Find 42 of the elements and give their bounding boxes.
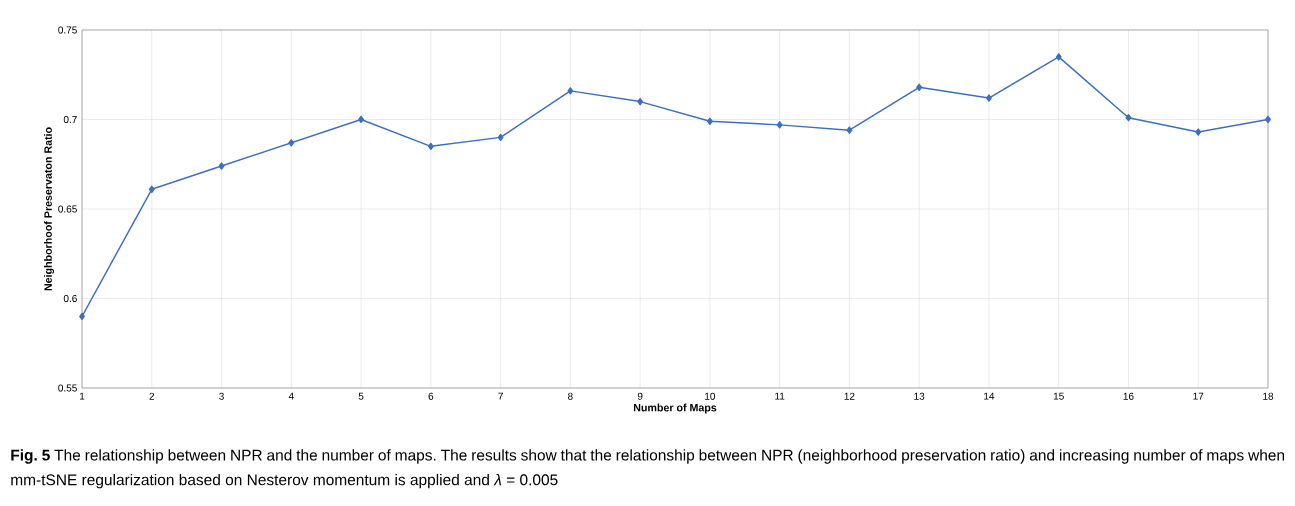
x-tick-label: 15 (1053, 392, 1064, 400)
x-tick-label: 7 (498, 392, 503, 400)
y-tick-label: 0.6 (63, 294, 77, 303)
y-tick-label: 0.7 (63, 115, 77, 124)
x-tick-label: 4 (288, 392, 294, 400)
text: Fig. 5 The relationship between NPR and the number of maps. The results show that the relationship between NPR (neighborhood preservation ratio) and increasing number of maps when mm-tSNE regularization based on Nesterov momentum is applied and λ = 0.005 (11, 449, 1285, 489)
x-tick-label: 5 (358, 392, 364, 400)
x-axis-title: Number of Maps (633, 403, 717, 414)
y-tick-label: 0.75 (58, 26, 77, 34)
point (706, 117, 713, 125)
point (1125, 114, 1132, 122)
x-tick-label: 3 (219, 392, 224, 400)
x-tick-label: 9 (637, 392, 643, 400)
point (1195, 128, 1202, 136)
x-tick-label: 16 (1123, 392, 1134, 400)
point (567, 87, 574, 95)
point (776, 121, 783, 129)
point (427, 142, 434, 151)
point (986, 94, 992, 102)
x-tick-label: 18 (1263, 392, 1274, 400)
point (148, 185, 155, 193)
x-tick-label: 13 (914, 392, 925, 400)
y-tick-label: 0.65 (58, 205, 77, 213)
x-tick-label: 8 (568, 392, 573, 400)
y-axis-title: Neighborhoof Preservaton Ratio (44, 127, 55, 291)
x-tick-label: 17 (1193, 392, 1204, 400)
y-tick-label: 0.55 (58, 384, 77, 392)
point (497, 133, 504, 142)
x-tick-label: 11 (775, 392, 785, 400)
point (288, 139, 295, 147)
x-tick-label: 14 (984, 392, 995, 400)
x-tick-label: 6 (428, 392, 434, 400)
point (218, 162, 225, 170)
x-tick-label: 2 (149, 392, 155, 400)
point (637, 97, 644, 106)
point (916, 83, 923, 91)
point (358, 115, 365, 124)
x-tick-label: 10 (705, 392, 716, 400)
point (1055, 53, 1062, 61)
x-tick-label: 12 (844, 392, 855, 400)
point (846, 126, 853, 134)
x-tick-label: 1 (79, 392, 85, 400)
